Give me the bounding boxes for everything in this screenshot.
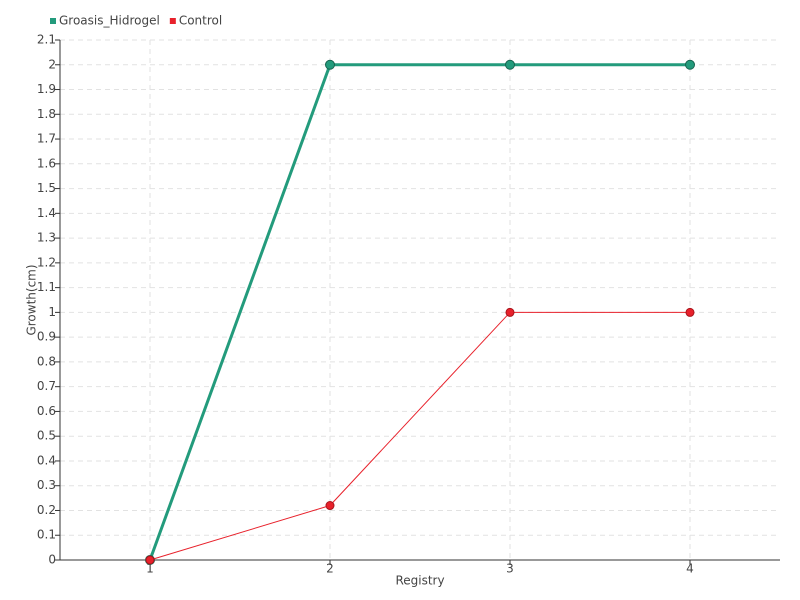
y-tick-label: 1.1 <box>37 280 56 294</box>
y-tick-label: 0.1 <box>37 528 56 542</box>
x-axis-label: Registry <box>395 574 444 588</box>
series-line <box>149 311 690 561</box>
y-tick-label: 0.8 <box>37 354 56 368</box>
y-tick-label: 0.7 <box>37 379 56 393</box>
legend-label: Control <box>179 14 222 28</box>
data-point <box>505 307 515 317</box>
y-tick-label: 0 <box>48 553 56 567</box>
legend-swatch <box>169 18 176 24</box>
y-tick-label: 1.9 <box>37 82 56 96</box>
y-tick-label: 1 <box>48 305 56 319</box>
y-tick-label: 0.6 <box>37 404 56 418</box>
series-line <box>148 63 690 561</box>
y-axis-label: Growth(cm) <box>25 264 39 335</box>
data-point <box>145 555 155 565</box>
data-point <box>325 59 335 70</box>
legend-swatch <box>50 18 56 24</box>
data-point <box>685 307 695 317</box>
data-point <box>505 59 515 70</box>
y-tick-label: 1.5 <box>37 181 56 195</box>
y-tick-label: 1.2 <box>37 255 56 269</box>
x-tick-label: 3 <box>506 562 514 576</box>
y-tick-label: 0.5 <box>37 429 56 443</box>
y-tick-label: 0.4 <box>37 453 56 467</box>
x-tick-label: 4 <box>686 562 694 576</box>
y-tick-label: 1.4 <box>37 206 56 220</box>
y-tick-label: 2 <box>48 57 56 71</box>
y-tick-label: 2.1 <box>37 33 56 47</box>
y-tick-label: 0.2 <box>37 503 56 517</box>
y-tick-label: 1.8 <box>37 107 56 121</box>
x-tick-label: 2 <box>326 562 334 576</box>
y-tick-label: 0.9 <box>37 330 56 344</box>
y-tick-label: 1.6 <box>37 156 56 170</box>
y-tick-label: 1.7 <box>37 132 56 146</box>
y-tick-label: 0.3 <box>37 478 56 492</box>
data-point <box>325 501 335 511</box>
y-tick-label: 1.3 <box>37 231 56 245</box>
legend-label: Groasis_Hidrogel <box>59 14 160 28</box>
x-tick-label: 1 <box>146 562 154 576</box>
data-point <box>685 59 695 70</box>
